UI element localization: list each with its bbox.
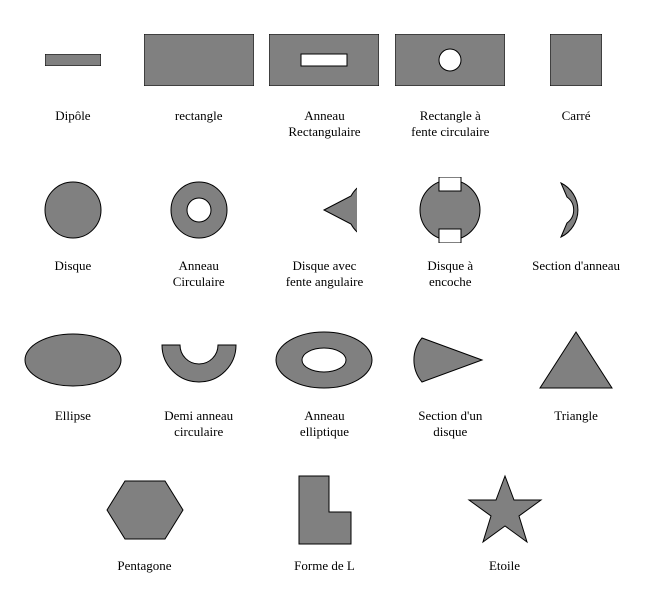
cell-ellipse: Ellipse — [13, 320, 133, 440]
shape-star — [465, 470, 545, 550]
cell-rect-ring: AnneauRectangulaire — [264, 20, 384, 140]
cell-triangle: Triangle — [516, 320, 636, 440]
shape-square — [550, 20, 602, 100]
shape-l-shape — [295, 470, 355, 550]
shape-rectangle — [144, 20, 254, 100]
cell-disc: Disque — [13, 170, 133, 290]
label-star: Etoile — [489, 558, 520, 590]
label-half-ring: Demi anneaucirculaire — [164, 408, 233, 440]
cell-half-ring: Demi anneaucirculaire — [139, 320, 259, 440]
shape-disc-section — [410, 320, 490, 400]
label-ellip-ring: Anneauelliptique — [300, 408, 349, 440]
shape-disc-ang-slot — [291, 170, 357, 250]
label-disc-ang-slot: Disque avecfente angulaire — [286, 258, 364, 290]
label-disc: Disque — [54, 258, 91, 290]
label-rectangle: rectangle — [175, 108, 223, 140]
shape-pentagon — [103, 470, 187, 550]
cell-pentagon: Pentagone — [75, 470, 215, 590]
shape-half-ring — [154, 320, 244, 400]
shape-disc — [43, 170, 103, 250]
label-pentagon: Pentagone — [117, 558, 171, 590]
cell-disc-ang-slot: Disque avecfente angulaire — [264, 170, 384, 290]
shape-rect-circ-slot — [395, 20, 505, 100]
cell-l-shape: Forme de L — [255, 470, 395, 590]
label-triangle: Triangle — [554, 408, 598, 440]
cell-rectangle: rectangle — [139, 20, 259, 140]
shapes-grid: Dipôle rectangle AnneauRectangulaire — [10, 20, 639, 590]
cell-disc-notch: Disque àencoche — [390, 170, 510, 290]
shape-rect-ring — [269, 20, 379, 100]
row-4: Pentagone Forme de L Etoile — [10, 470, 639, 590]
shape-dipole — [45, 20, 101, 100]
label-circ-ring: AnneauCirculaire — [173, 258, 225, 290]
cell-dipole: Dipôle — [13, 20, 133, 140]
label-ellipse: Ellipse — [55, 408, 91, 440]
row-3: Ellipse Demi anneaucirculaire Anneauelli… — [10, 320, 639, 440]
label-disc-notch: Disque àencoche — [427, 258, 473, 290]
label-disc-section: Section d'undisque — [418, 408, 482, 440]
shape-ring-section — [551, 170, 601, 250]
cell-ellip-ring: Anneauelliptique — [264, 320, 384, 440]
label-square: Carré — [562, 108, 591, 140]
cell-disc-section: Section d'undisque — [390, 320, 510, 440]
label-dipole: Dipôle — [55, 108, 90, 140]
shape-ellipse — [23, 320, 123, 400]
shape-ellip-ring — [274, 320, 374, 400]
shape-disc-notch — [417, 170, 483, 250]
row-2: Disque AnneauCirculaire Disque avecfente… — [10, 170, 639, 290]
row-1: Dipôle rectangle AnneauRectangulaire — [10, 20, 639, 140]
label-ring-section: Section d'anneau — [532, 258, 620, 290]
cell-rect-circ-slot: Rectangle àfente circulaire — [390, 20, 510, 140]
shape-triangle — [536, 320, 616, 400]
shape-circ-ring — [169, 170, 229, 250]
label-rect-ring: AnneauRectangulaire — [288, 108, 360, 140]
cell-ring-section: Section d'anneau — [516, 170, 636, 290]
label-rect-circ-slot: Rectangle àfente circulaire — [411, 108, 489, 140]
cell-square: Carré — [516, 20, 636, 140]
cell-star: Etoile — [435, 470, 575, 590]
cell-circ-ring: AnneauCirculaire — [139, 170, 259, 290]
label-l-shape: Forme de L — [294, 558, 355, 590]
